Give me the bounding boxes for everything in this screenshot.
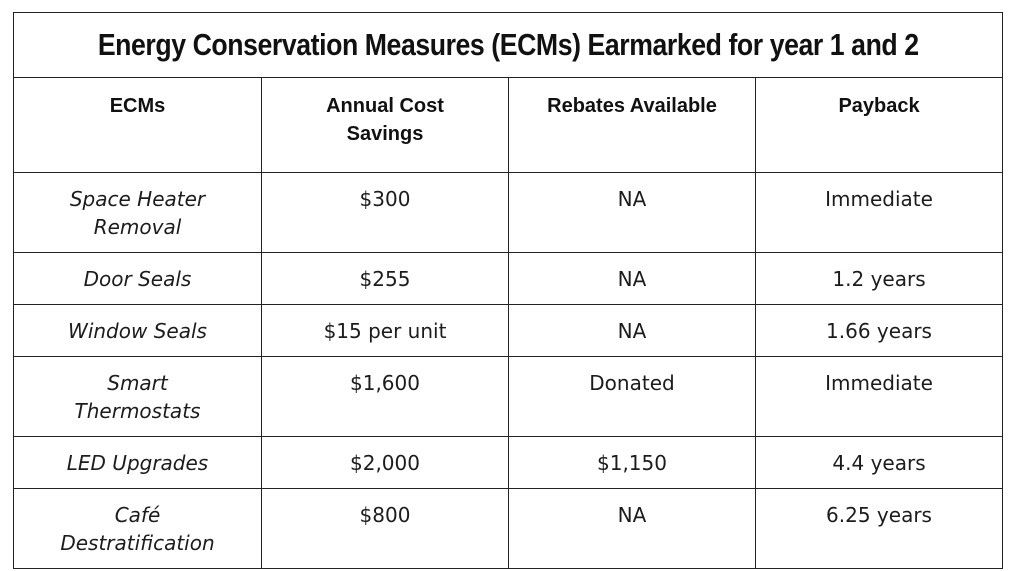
ecm-name: Space Heater Removal [69, 187, 206, 239]
payback-cell: 1.66 years [754, 304, 1004, 357]
table-title-cell: Energy Conservation Measures (ECMs) Earm… [12, 12, 1004, 78]
header-ecms: ECMs [13, 77, 262, 173]
rebates-cell: $1,150 [508, 436, 756, 489]
savings-value: $1,600 [350, 371, 420, 395]
ecm-cell: LED Upgrades [13, 436, 262, 489]
payback-value: 1.2 years [832, 267, 926, 291]
header-rebates-available: Rebates Available [508, 77, 756, 173]
savings-cell: $1,600 [261, 356, 509, 437]
ecm-table-container: Energy Conservation Measures (ECMs) Earm… [12, 12, 1004, 569]
ecm-table: Energy Conservation Measures (ECMs) Earm… [12, 12, 1004, 569]
rebates-value: NA [617, 319, 647, 343]
ecm-cell: Café Destratification [13, 488, 262, 569]
table-row: Café Destratification $800 NA 6.25 years [13, 488, 1004, 569]
savings-cell: $15 per unit [261, 304, 509, 357]
ecm-cell: Window Seals [13, 304, 262, 357]
header-label: Annual Cost Savings [326, 95, 444, 145]
payback-value: 6.25 years [826, 503, 932, 527]
rebates-value: NA [617, 503, 647, 527]
table-row: Window Seals $15 per unit NA 1.66 years [13, 304, 1004, 357]
header-annual-cost-savings: Annual Cost Savings [261, 77, 509, 173]
payback-cell: 6.25 years [754, 488, 1004, 569]
rebates-value: NA [617, 267, 647, 291]
table-row: LED Upgrades $2,000 $1,150 4.4 years [13, 436, 1004, 489]
rebates-cell: NA [508, 172, 756, 253]
savings-value: $300 [359, 187, 411, 211]
savings-cell: $255 [261, 252, 509, 305]
ecm-name: Smart Thermostats [74, 371, 201, 423]
ecm-name: Door Seals [83, 267, 192, 291]
savings-cell: $2,000 [261, 436, 509, 489]
savings-value: $800 [359, 503, 411, 527]
payback-value: 1.66 years [826, 319, 932, 343]
payback-value: Immediate [825, 371, 933, 395]
rebates-value: Donated [589, 371, 675, 395]
savings-value: $255 [359, 267, 411, 291]
rebates-cell: NA [508, 252, 756, 305]
table-row: Door Seals $255 NA 1.2 years [13, 252, 1004, 305]
rebates-cell: NA [508, 304, 756, 357]
header-label: ECMs [109, 95, 166, 117]
payback-value: 4.4 years [832, 451, 926, 475]
table-row: Smart Thermostats $1,600 Donated Immedia… [13, 356, 1004, 437]
payback-cell: 4.4 years [754, 436, 1004, 489]
payback-cell: 1.2 years [754, 252, 1004, 305]
header-label: Rebates Available [547, 95, 717, 117]
rebates-value: $1,150 [597, 451, 667, 475]
header-payback: Payback [754, 77, 1004, 173]
table-row: Space Heater Removal $300 NA Immediate [13, 172, 1004, 253]
rebates-cell: Donated [508, 356, 756, 437]
rebates-value: NA [617, 187, 647, 211]
header-row: ECMs Annual Cost Savings Rebates Availab… [13, 77, 1004, 173]
ecm-name: Window Seals [68, 319, 207, 343]
header-label: Payback [838, 95, 920, 117]
ecm-cell: Space Heater Removal [13, 172, 262, 253]
title-row: Energy Conservation Measures (ECMs) Earm… [12, 12, 1004, 78]
payback-cell: Immediate [754, 356, 1004, 437]
rebates-cell: NA [508, 488, 756, 569]
savings-value: $2,000 [350, 451, 420, 475]
savings-cell: $800 [261, 488, 509, 569]
table-title: Energy Conservation Measures (ECMs) Earm… [97, 27, 919, 62]
ecm-name: Café Destratification [60, 503, 215, 555]
payback-cell: Immediate [754, 172, 1004, 253]
payback-value: Immediate [825, 187, 933, 211]
ecm-name: LED Upgrades [66, 451, 209, 475]
ecm-cell: Door Seals [13, 252, 262, 305]
savings-cell: $300 [261, 172, 509, 253]
savings-value: $15 per unit [323, 319, 447, 343]
ecm-cell: Smart Thermostats [13, 356, 262, 437]
